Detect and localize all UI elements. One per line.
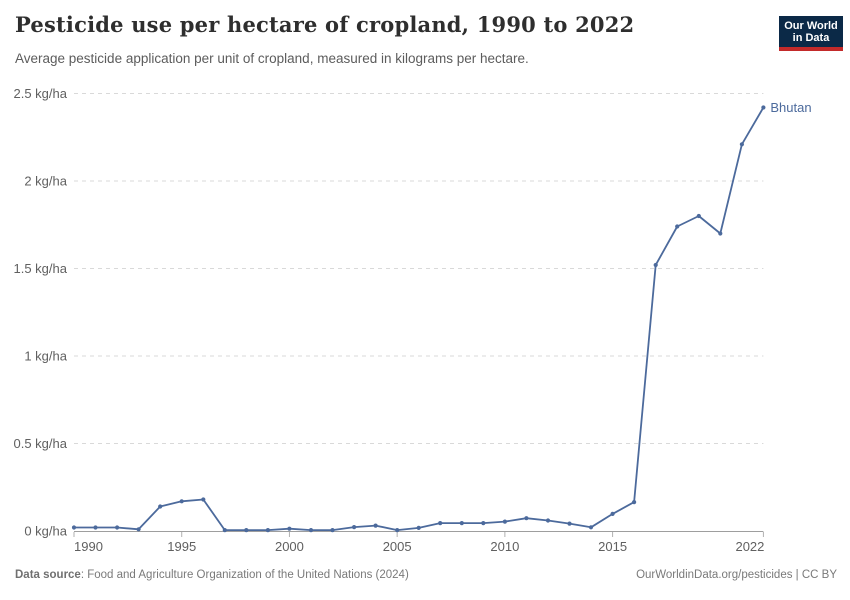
data-point xyxy=(502,519,507,524)
data-point xyxy=(244,528,249,533)
series-line xyxy=(73,106,765,532)
y-tick-label: 2.5 kg/ha xyxy=(14,86,68,101)
data-point xyxy=(588,525,594,530)
data-point xyxy=(653,262,658,268)
y-tick-label: 1.5 kg/ha xyxy=(14,261,68,276)
x-tick-label: 2010 xyxy=(490,539,519,554)
data-source-note: Data source: Food and Agriculture Organi… xyxy=(15,569,409,581)
data-source-label: Data source xyxy=(15,569,81,581)
data-point xyxy=(373,523,378,528)
data-point xyxy=(115,525,120,530)
chart-title: Pesticide use per hectare of cropland, 1… xyxy=(15,12,635,37)
data-point xyxy=(567,521,572,526)
y-tick-label: 1 kg/ha xyxy=(24,349,67,364)
x-tick-label: 2000 xyxy=(275,539,304,554)
x-tick-label: 2015 xyxy=(598,539,627,554)
data-point xyxy=(545,518,551,523)
data-point xyxy=(416,525,421,530)
data-point xyxy=(718,231,723,236)
chart-subtitle: Average pesticide application per unit o… xyxy=(15,51,529,66)
data-point xyxy=(179,499,184,504)
line-chart: 0 kg/ha 0.5 kg/ha 1 kg/ha 1.5 kg/ha 2 kg/ha 2… xyxy=(14,86,812,554)
data-point xyxy=(71,525,77,530)
data-point xyxy=(287,526,292,531)
y-tick-label: 0.5 kg/ha xyxy=(14,436,68,451)
data-point xyxy=(352,525,357,530)
x-tick-label: 2022 xyxy=(735,539,764,554)
data-point xyxy=(201,497,206,502)
y-tick-label: 2 kg/ha xyxy=(24,174,67,189)
x-tick-label: 1990 xyxy=(74,539,103,554)
data-point xyxy=(610,511,615,516)
data-point xyxy=(93,525,98,530)
data-point xyxy=(524,516,529,521)
data-point xyxy=(222,528,227,533)
data-point xyxy=(739,142,745,147)
owid-logo[interactable]: Our World in Data xyxy=(779,16,843,51)
x-tick-label: 1995 xyxy=(167,539,196,554)
data-source-text: : Food and Agriculture Organization of t… xyxy=(80,569,409,581)
series-label: Bhutan xyxy=(770,100,811,115)
owid-logo-line2: in Data xyxy=(792,32,830,44)
data-point xyxy=(158,504,163,509)
data-point xyxy=(459,521,464,526)
data-point xyxy=(761,105,766,110)
data-point xyxy=(136,527,141,532)
data-point xyxy=(395,528,400,533)
data-point xyxy=(696,213,701,219)
data-point xyxy=(632,500,637,505)
data-point xyxy=(481,521,486,526)
x-tick-label: 2005 xyxy=(383,539,412,554)
y-tick-label: 0 kg/ha xyxy=(24,524,67,539)
data-point xyxy=(265,528,270,533)
data-point xyxy=(308,528,314,533)
owid-logo-line1: Our World xyxy=(784,20,838,32)
data-point xyxy=(438,521,443,526)
data-point xyxy=(330,528,335,533)
credit-link[interactable]: OurWorldinData.org/pesticides | CC BY xyxy=(636,569,837,581)
data-point xyxy=(675,224,680,229)
